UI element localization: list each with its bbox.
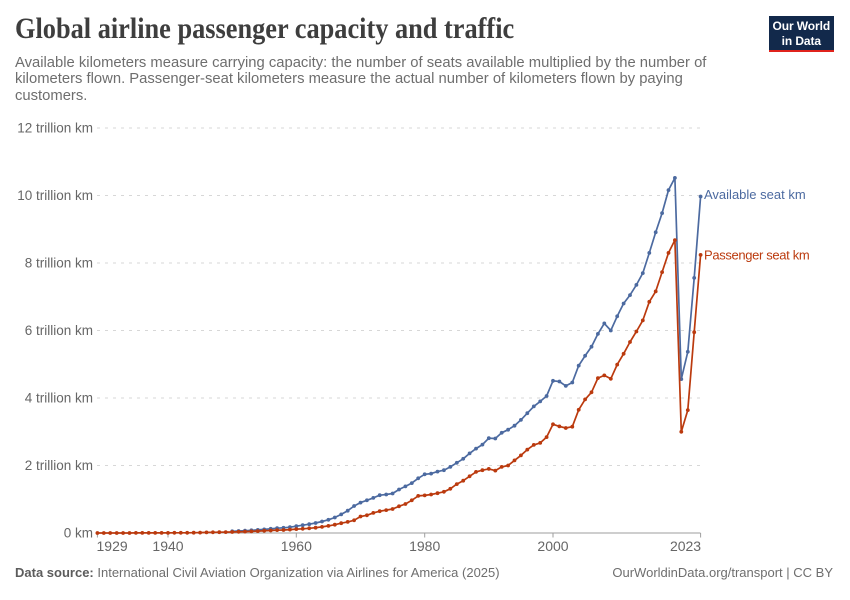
svg-text:Available seat km: Available seat km [704, 187, 806, 202]
svg-text:2023: 2023 [670, 538, 701, 554]
svg-text:0 km: 0 km [64, 526, 93, 541]
svg-text:8 trillion km: 8 trillion km [25, 256, 93, 271]
svg-text:4 trillion km: 4 trillion km [25, 391, 93, 406]
svg-text:2000: 2000 [537, 538, 568, 554]
svg-text:2 trillion km: 2 trillion km [25, 458, 93, 473]
svg-text:1929: 1929 [97, 538, 128, 554]
svg-text:1960: 1960 [281, 538, 312, 554]
svg-text:12 trillion km: 12 trillion km [17, 121, 93, 136]
svg-text:10 trillion km: 10 trillion km [17, 188, 93, 203]
svg-text:Passenger seat km: Passenger seat km [704, 248, 809, 263]
svg-text:6 trillion km: 6 trillion km [25, 323, 93, 338]
svg-text:1980: 1980 [409, 538, 440, 554]
svg-text:1940: 1940 [152, 538, 183, 554]
